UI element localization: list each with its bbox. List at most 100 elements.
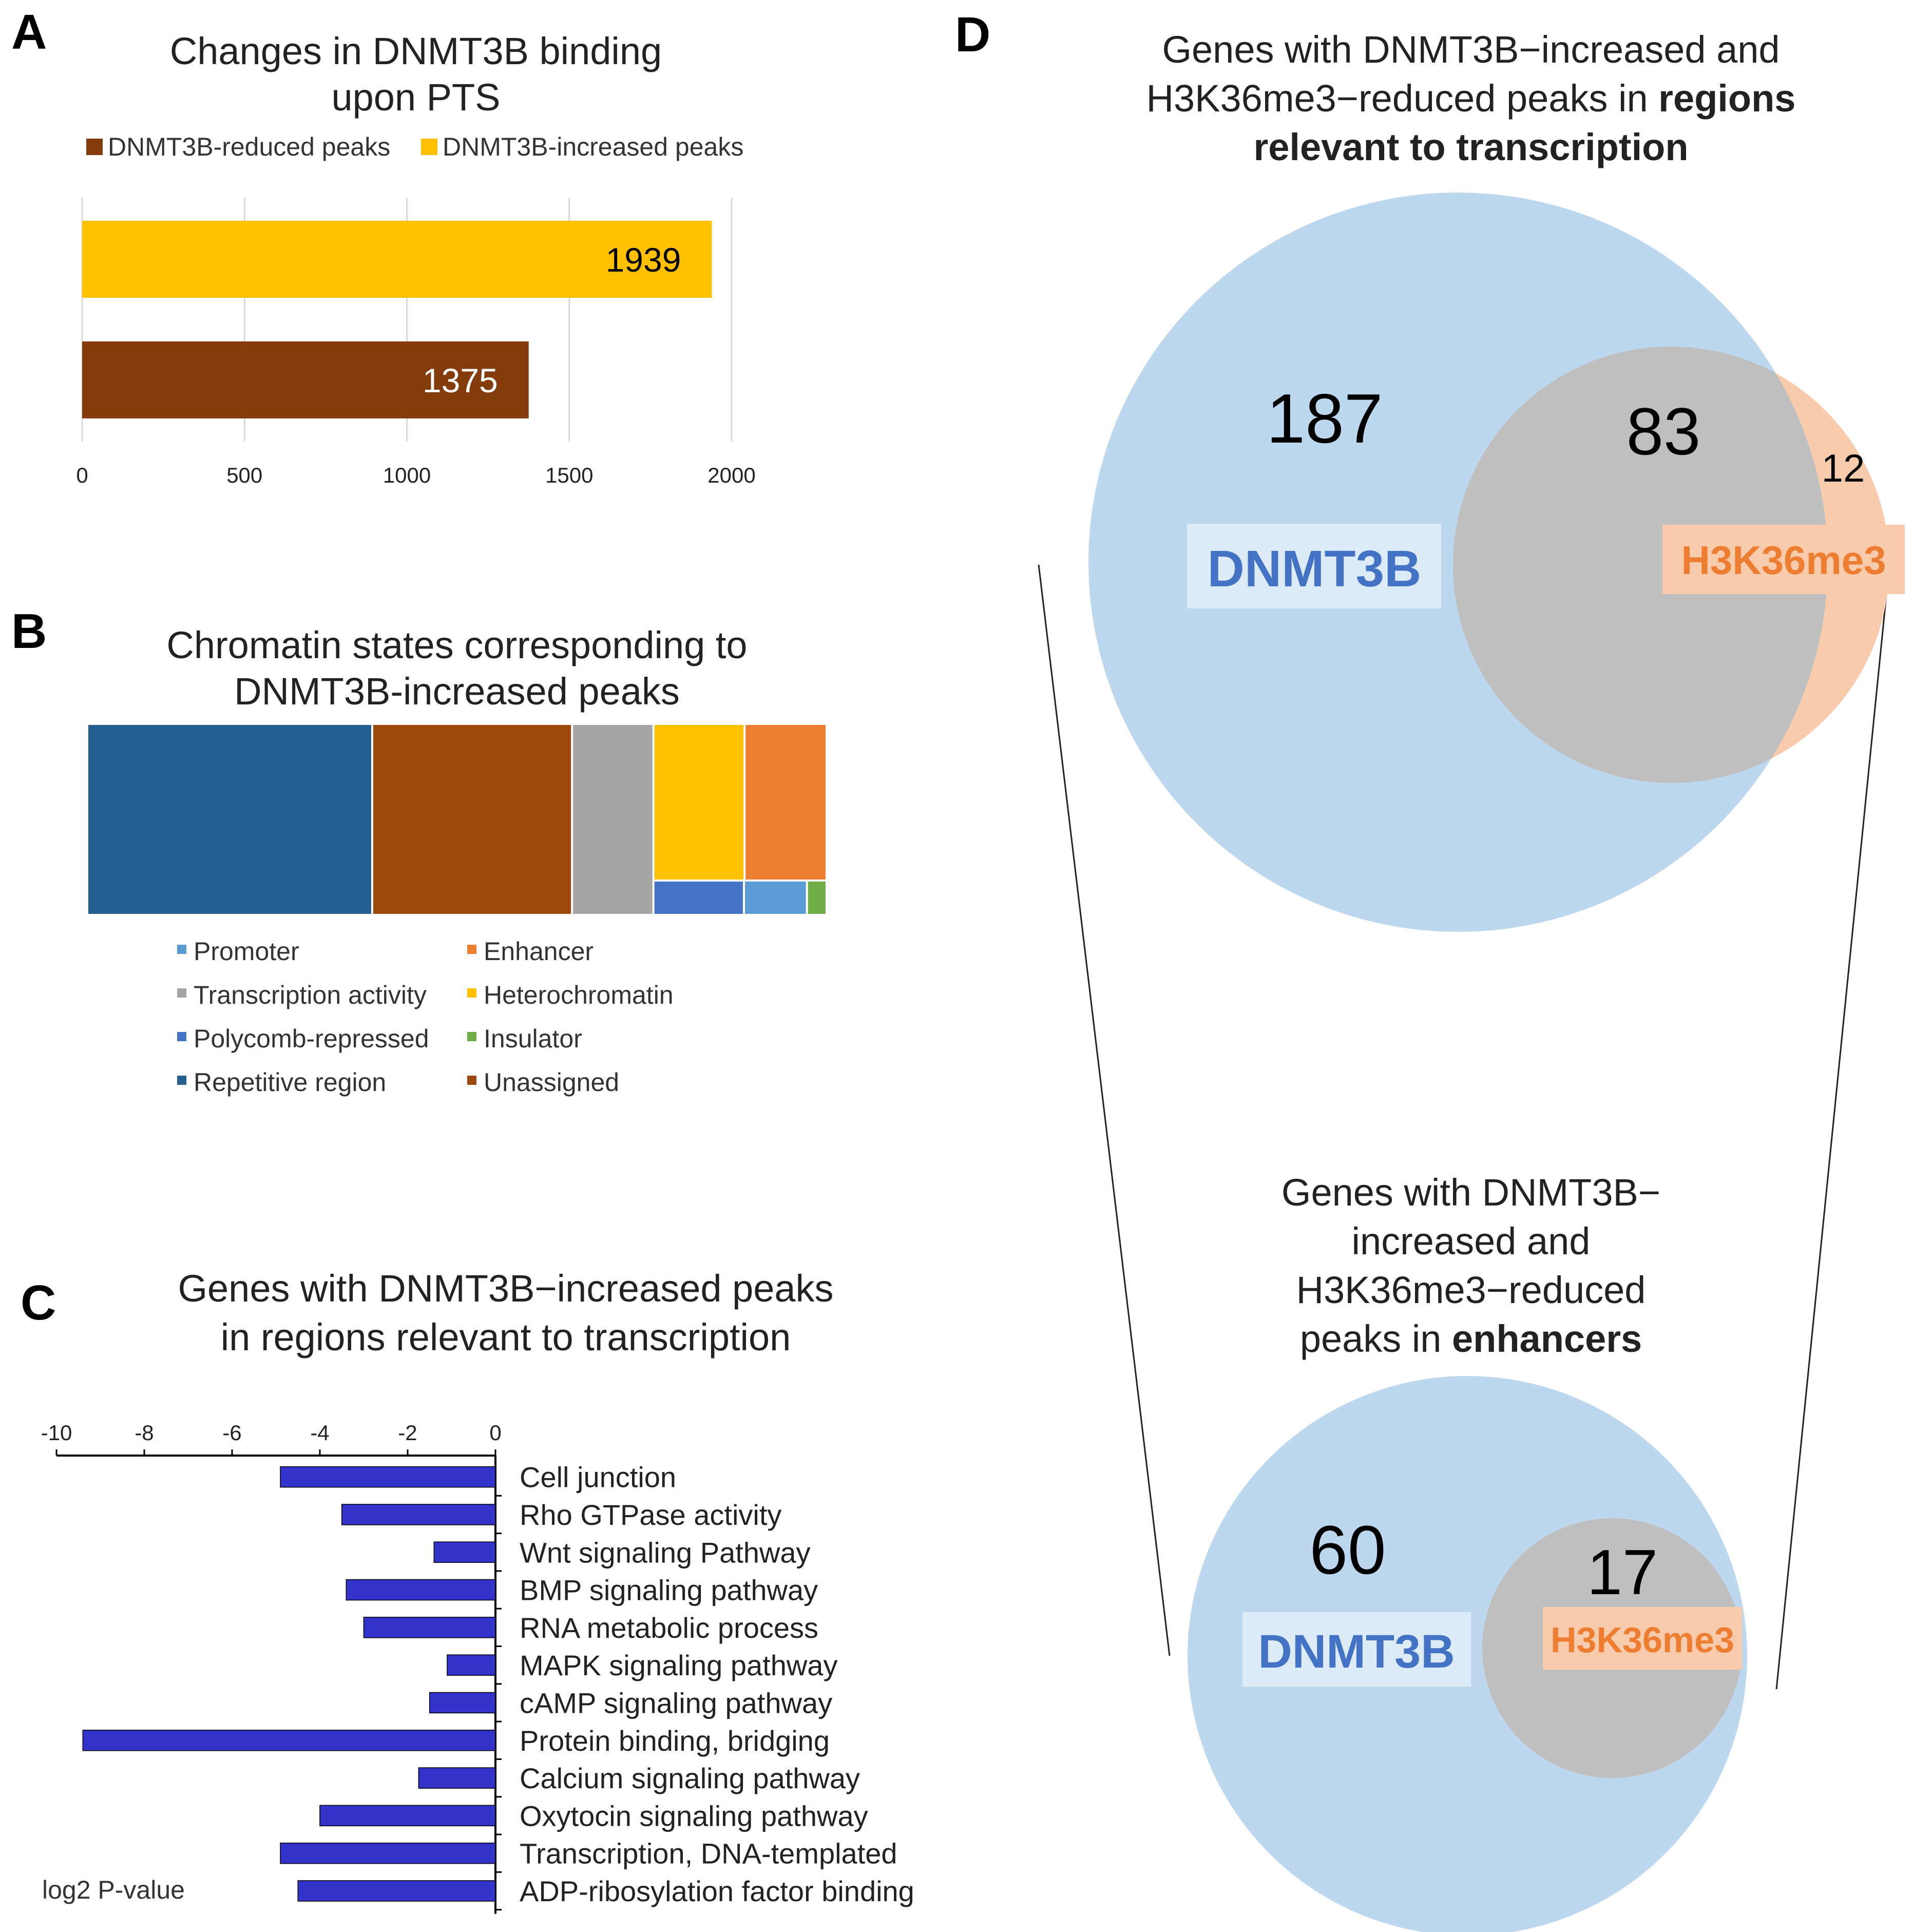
tile-enhancer [745, 725, 826, 880]
bar-rna-metabolic-process [363, 1617, 496, 1638]
bar-protein-binding-bridging [82, 1730, 496, 1751]
panel-c-axes: -10 -8 -6 -4 -2 0 [41, 1421, 502, 1914]
bar-camp-signaling-pathway [429, 1692, 496, 1714]
category-label-protein-binding-bridging: Protein binding, bridging [520, 1725, 830, 1757]
x-tick-2000: 2000 [707, 463, 755, 487]
x-tick-label--6: -6 [222, 1421, 241, 1445]
bar-calcium-signaling-pathway [418, 1767, 496, 1789]
x-tick-label-0: 0 [489, 1421, 501, 1445]
legend-label-enhancer: Enhancer [484, 937, 594, 966]
panel-a-x-axis: 0 500 1000 1500 2000 [76, 463, 755, 487]
tile-polycomb-repressed [654, 882, 743, 914]
panel-c-bar-chart: Genes with DNMT3B−increased peaks in reg… [41, 1267, 914, 1914]
panel-b-title-line-2: DNMT3B-increased peaks [234, 670, 680, 713]
treemap-tiles [88, 725, 826, 914]
venn-top-title: Genes with DNMT3B−increased and H3K36me3−… [1146, 28, 1796, 168]
bar-rho-gtpase-activity [341, 1504, 496, 1525]
tile-heterochromatin [654, 725, 744, 880]
bar-increased-peaks [82, 221, 712, 298]
dTopTitle-line-3: relevant to transcription [1253, 126, 1688, 168]
x-tick-label--10: -10 [41, 1421, 72, 1445]
legend-label-unassigned: Unassigned [484, 1068, 619, 1097]
category-label-oxytocin-signaling-pathway: Oxytocin signaling pathway [520, 1800, 868, 1832]
tile-insulator [808, 882, 826, 914]
venn-top-h3k36me3-label: H3K36me3 [1681, 538, 1886, 583]
venn-top-h3k36me3-label-box [1662, 525, 1905, 594]
x-tick-label--2: -2 [398, 1421, 417, 1445]
panel-label-a: A [11, 5, 47, 60]
legend-swatch-promoter [177, 945, 186, 954]
category-label-wnt-signaling-pathway: Wnt signaling Pathway [520, 1536, 811, 1568]
category-label-rho-gtpase-activity: Rho GTPase activity [520, 1499, 781, 1531]
bar-reduced-peaks [82, 341, 529, 418]
x-tick-500: 500 [226, 463, 262, 487]
panel-a-bar-chart: Changes in DNMT3B binding upon PTS DNMT3… [76, 30, 755, 487]
panel-a-title-line-2: upon PTS [331, 76, 500, 119]
legend-swatch-increased [421, 139, 437, 155]
category-label-transcription-dna-templated: Transcription, DNA-templated [520, 1838, 897, 1870]
legend-swatch-unassigned [467, 1076, 476, 1085]
dTopTitle-line-1: Genes with DNMT3B−increased and [1162, 28, 1780, 71]
zoom-line-left [1038, 564, 1171, 1656]
legend-label-heterochromatin: Heterochromatin [484, 981, 674, 1009]
panel-d-venn: Genes with DNMT3B−increased andH3K36me3−… [1038, 28, 1905, 1932]
venn-top-dnmt3b-only-count: 187 [1267, 379, 1383, 457]
legend-swatch-transcription-activity [177, 988, 186, 998]
venn-bottom-title: Genes with DNMT3B− increased and H3K36me3−… [1281, 1171, 1660, 1360]
legend-label-insulator: Insulator [484, 1024, 582, 1053]
legend-label-transcription-activity: Transcription activity [194, 981, 427, 1009]
dBotTitle-line-2: increased and [1352, 1220, 1591, 1263]
venn-bottom-dnmt3b-label: DNMT3B [1258, 1625, 1455, 1678]
venn-top-dnmt3b-label-box [1187, 524, 1441, 608]
venn-bottom-dnmt3b-label-box [1242, 1612, 1471, 1687]
panel-c-title-line-1: Genes with DNMT3B−increased peaks [178, 1267, 833, 1310]
legend-swatch-insulator [467, 1032, 476, 1041]
dBotTitle-line-4: peaks in enhancers [1300, 1317, 1642, 1360]
venn-bottom-h3k36me3-label-box [1543, 1607, 1742, 1670]
x-tick-0: 0 [76, 463, 88, 487]
panel-c-category-labels: Cell junction Rho GTPase activity Wnt sign… [520, 1461, 914, 1907]
zoom-line-right [1775, 564, 1890, 1690]
venn-bottom-h3k36me3-label: H3K36me3 [1551, 1620, 1734, 1660]
dBotTitle-line-1: Genes with DNMT3B− [1281, 1171, 1660, 1214]
legend-label-promoter: Promoter [194, 937, 299, 966]
legend-swatch-repetitive-region [177, 1076, 186, 1085]
category-label-mapk-signaling-pathway: MAPK signaling pathway [520, 1649, 837, 1681]
venn-top-dnmt3b-label: DNMT3B [1208, 540, 1422, 598]
panel-c-bars [82, 1466, 496, 1902]
bar-label-increased: 1939 [606, 241, 681, 279]
panel-label-c: C [21, 1275, 56, 1330]
category-label-bmp-signaling-pathway: BMP signaling pathway [520, 1574, 818, 1606]
x-tick-label--8: -8 [135, 1421, 154, 1445]
panel-c-x-axis-label: log2 P-value [42, 1876, 185, 1904]
panel-a-legend: DNMT3B-reduced peaks DNMT3B-increased pe… [86, 132, 743, 161]
legend-swatch-polycomb-repressed [177, 1032, 186, 1041]
tile-promoter [745, 882, 806, 914]
x-tick-1500: 1500 [545, 463, 593, 487]
venn-bottom-dnmt3b-only-count: 60 [1309, 1512, 1386, 1589]
bar-wnt-signaling-pathway [433, 1541, 496, 1563]
bar-bmp-signaling-pathway [346, 1579, 496, 1601]
category-label-camp-signaling-pathway: cAMP signaling pathway [520, 1687, 832, 1719]
legend-label-increased: DNMT3B-increased peaks [443, 132, 743, 161]
venn-top: 187 83 12 DNMT3B H3K36me3 [1088, 193, 1905, 932]
legend-label-polycomb-repressed: Polycomb-repressed [194, 1024, 429, 1053]
legend-label-reduced: DNMT3B-reduced peaks [108, 132, 390, 161]
category-label-calcium-signaling-pathway: Calcium signaling pathway [520, 1762, 860, 1794]
x-tick-1000: 1000 [383, 463, 431, 487]
panel-b-title-line-1: Chromatin states corresponding to [166, 624, 747, 666]
venn-bottom: 60 17 DNMT3B H3K36me3 [1188, 1376, 1747, 1932]
panel-label-d: D [955, 7, 990, 62]
tile-transcription-activity [573, 725, 653, 914]
panel-label-b: B [11, 604, 47, 659]
bar-label-reduced: 1375 [423, 361, 498, 399]
panel-b-treemap: Chromatin states corresponding to DNMT3B… [88, 624, 826, 1097]
dBotTitle-line-3: H3K36me3−reduced [1296, 1269, 1646, 1311]
category-label-cell-junction: Cell junction [520, 1461, 676, 1494]
tile-unassigned [373, 725, 571, 914]
panel-a-title-line-1: Changes in DNMT3B binding [170, 30, 662, 72]
bar-mapk-signaling-pathway [447, 1654, 496, 1676]
legend-swatch-heterochromatin [467, 988, 476, 998]
panel-c-title-line-2: in regions relevant to transcription [221, 1316, 791, 1359]
